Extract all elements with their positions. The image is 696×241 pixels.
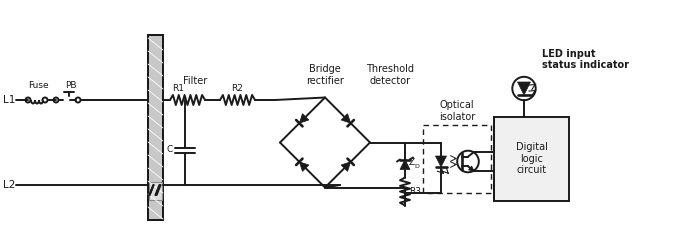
Text: Fuse: Fuse [28,81,48,90]
Polygon shape [341,162,351,171]
Polygon shape [400,160,410,169]
Text: Z: Z [409,158,415,167]
Text: R2: R2 [231,84,243,93]
Text: Optical
isolator: Optical isolator [439,100,475,121]
Text: L1: L1 [3,95,15,105]
Text: Threshold
detector: Threshold detector [366,64,414,86]
Text: PB: PB [65,81,77,90]
Polygon shape [341,114,351,123]
Text: R1: R1 [172,84,184,93]
Text: Bridge
rectifier: Bridge rectifier [306,64,344,86]
Polygon shape [518,82,530,95]
Text: Filter: Filter [183,76,207,86]
Polygon shape [436,156,447,167]
Text: Digital
logic
circuit: Digital logic circuit [516,142,548,175]
Polygon shape [299,114,309,123]
Polygon shape [299,162,309,171]
Bar [423,125,491,193]
Text: R3: R3 [409,187,421,196]
Polygon shape [468,166,474,171]
Bar [494,116,569,201]
Text: D: D [414,164,419,169]
Bar [148,35,163,220]
Bar [149,182,162,200]
Text: L2: L2 [3,180,15,190]
Bar [148,35,163,220]
Text: C: C [167,146,173,154]
Text: LED input
status indicator: LED input status indicator [542,49,629,71]
